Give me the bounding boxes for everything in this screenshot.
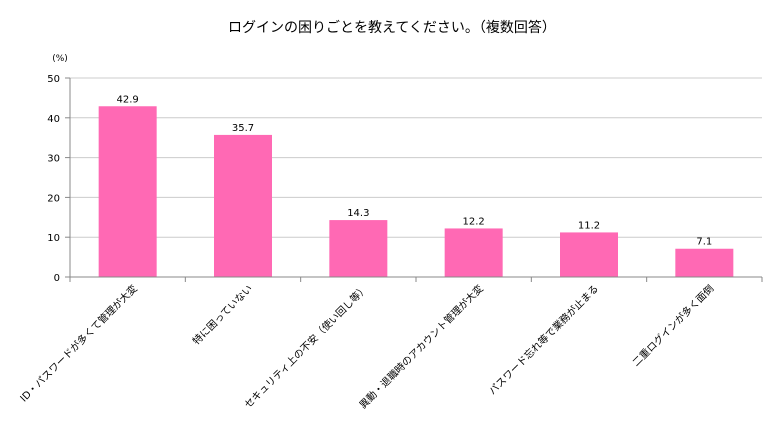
x-tick-label: ID・パスワードが多くて管理が大変 — [17, 282, 140, 405]
x-tick-label: セキュリティ上の不安（使い回し等） — [241, 282, 370, 411]
bar — [560, 232, 618, 277]
y-tick-label: 30 — [47, 154, 60, 165]
y-tick-label: 0 — [54, 273, 60, 284]
bar — [675, 248, 734, 277]
x-tick-label: 異動・退職時のアカウント管理が大変 — [356, 282, 485, 411]
bar — [214, 134, 272, 277]
y-tick-label: 50 — [47, 74, 60, 85]
axes — [65, 77, 763, 282]
data-label: 35.7 — [232, 123, 254, 134]
chart-title: ログインの困りごとを教えてください。（複数回答） — [228, 19, 556, 36]
data-label: 14.3 — [347, 208, 369, 219]
data-label: 7.1 — [696, 237, 712, 248]
y-tick-label: 10 — [47, 233, 60, 244]
data-labels: 42.9 35.7 14.3 12.2 11.2 7.1 — [117, 94, 713, 247]
y-tick-label: 20 — [47, 193, 60, 204]
bars — [98, 106, 734, 278]
y-tick-label: 40 — [47, 114, 60, 125]
data-label: 11.2 — [578, 220, 600, 231]
bar — [444, 228, 503, 277]
x-tick-labels: ID・パスワードが多くて管理が大変 特に困っていないセキュリティ上の不安（使い回し… — [17, 282, 716, 411]
x-tick-label: 特に困っていない — [190, 283, 255, 348]
bar — [329, 220, 388, 277]
x-tick-label: 二重ログインが多く面倒 — [629, 282, 716, 369]
data-label: 12.2 — [463, 216, 485, 227]
grid-lines — [70, 77, 762, 238]
y-unit-label: (%) — [52, 54, 68, 64]
data-label: 42.9 — [117, 94, 139, 105]
y-tick-labels: 0 10 20 30 40 50 — [47, 74, 60, 284]
bar — [98, 106, 157, 278]
x-tick-label: パスワード忘れ等で業務が止まる — [486, 282, 601, 397]
